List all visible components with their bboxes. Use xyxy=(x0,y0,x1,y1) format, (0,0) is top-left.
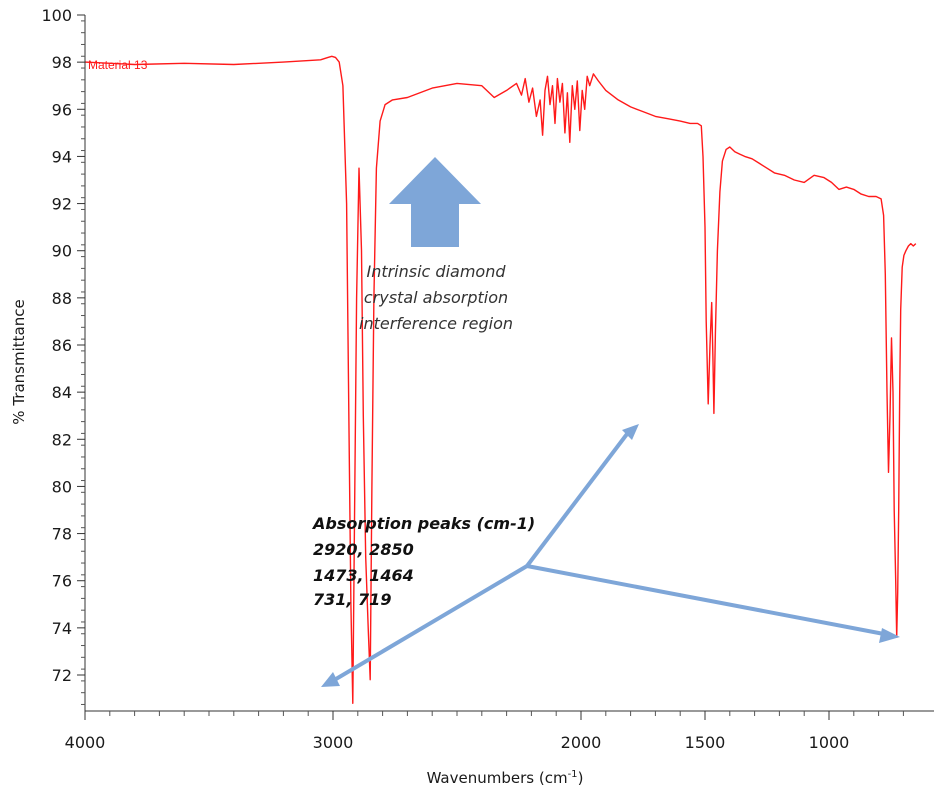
y-tick-label: 98 xyxy=(52,53,72,72)
arrow-to-1470-icon xyxy=(622,424,639,440)
x-tick-label: 4000 xyxy=(65,733,106,752)
y-tick-label: 96 xyxy=(52,100,72,119)
x-tick-label: 1500 xyxy=(685,733,726,752)
y-axis-title: % Transmittance xyxy=(10,299,28,424)
region-annotation-line-1: Intrinsic diamond xyxy=(366,262,506,281)
y-tick-label: 72 xyxy=(52,666,72,685)
y-tick-label: 76 xyxy=(52,572,72,591)
region-annotation-line-3: interference region xyxy=(359,314,513,333)
peak-pointer-arrows xyxy=(321,424,900,687)
peaks-annotation-line-2: 1473, 1464 xyxy=(313,566,414,585)
y-tick-label: 94 xyxy=(52,147,72,166)
peaks-annotation-title: Absorption peaks (cm-1) xyxy=(311,514,535,533)
x-axis-title-superscript: -1 xyxy=(568,769,578,780)
series-line-material-13 xyxy=(84,55,917,704)
y-tick-label: 78 xyxy=(52,525,72,544)
y-tick-label: 100 xyxy=(41,6,72,25)
y-tick-label: 80 xyxy=(52,477,72,496)
x-axis-title-text: Wavenumbers (cm xyxy=(427,769,568,787)
y-tick-label: 86 xyxy=(52,336,72,355)
x-tick-label: 1000 xyxy=(809,733,850,752)
region-annotation-line-2: crystal absorption xyxy=(364,288,508,307)
x-axis-title: Wavenumbers (cm-1) xyxy=(427,769,584,787)
y-tick-label: 82 xyxy=(52,430,72,449)
y-tick-label: 88 xyxy=(52,289,72,308)
y-axis-ticks: 72 74 76 78 80 82 84 86 88 90 92 94 96 98 100 xyxy=(41,6,85,705)
y-tick-label: 90 xyxy=(52,242,72,261)
up-arrow-icon xyxy=(389,157,481,247)
x-axis-title-suffix: ) xyxy=(578,769,584,787)
arrow-to-2900-line xyxy=(334,564,529,681)
arrow-to-725-icon xyxy=(879,628,900,643)
peaks-annotation-line-3: 731, 719 xyxy=(313,590,391,609)
x-tick-label: 3000 xyxy=(313,733,354,752)
peaks-annotation-line-1: 2920, 2850 xyxy=(313,540,414,559)
arrow-to-725-line xyxy=(526,564,885,636)
y-tick-label: 92 xyxy=(52,195,72,214)
x-tick-label: 2000 xyxy=(561,733,602,752)
arrow-to-2900-icon xyxy=(321,672,340,687)
x-axis-ticks: 4000 3000 2000 1500 1000 xyxy=(65,711,904,752)
y-tick-label: 74 xyxy=(52,619,72,638)
series-label: Material 13 xyxy=(88,58,148,72)
arrow-to-1470-line xyxy=(525,432,629,568)
y-tick-label: 84 xyxy=(52,383,72,402)
